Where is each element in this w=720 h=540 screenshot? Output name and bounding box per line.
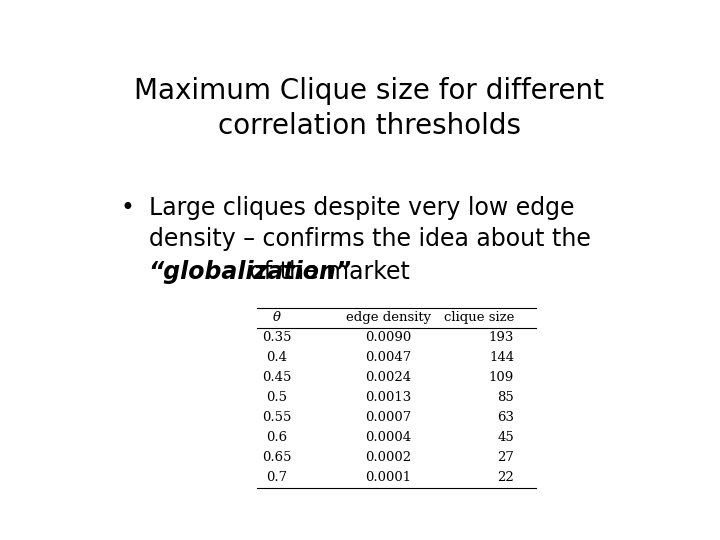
- Text: 85: 85: [498, 392, 514, 404]
- Text: 27: 27: [498, 451, 514, 464]
- Text: 0.0047: 0.0047: [366, 352, 412, 365]
- Text: 0.0007: 0.0007: [366, 411, 412, 424]
- Text: 0.55: 0.55: [262, 411, 292, 424]
- Text: 0.0024: 0.0024: [366, 372, 412, 384]
- Text: Maximum Clique size for different
correlation thresholds: Maximum Clique size for different correl…: [134, 77, 604, 140]
- Text: clique size: clique size: [444, 310, 514, 323]
- Text: “globalization”: “globalization”: [148, 260, 351, 284]
- Text: edge density: edge density: [346, 310, 431, 323]
- Text: 109: 109: [489, 372, 514, 384]
- Text: of the market: of the market: [243, 260, 410, 284]
- Text: 144: 144: [489, 352, 514, 365]
- Text: 45: 45: [498, 431, 514, 444]
- Text: 0.5: 0.5: [266, 392, 287, 404]
- Text: 0.7: 0.7: [266, 471, 287, 484]
- Text: 0.0004: 0.0004: [366, 431, 412, 444]
- Text: 193: 193: [489, 332, 514, 345]
- Text: 22: 22: [498, 471, 514, 484]
- Text: 0.6: 0.6: [266, 431, 287, 444]
- Text: 63: 63: [497, 411, 514, 424]
- Text: 0.0090: 0.0090: [366, 332, 412, 345]
- Text: 0.0002: 0.0002: [366, 451, 412, 464]
- Text: 0.65: 0.65: [262, 451, 292, 464]
- Text: 0.0001: 0.0001: [366, 471, 412, 484]
- Text: θ: θ: [273, 310, 281, 323]
- Text: •: •: [121, 196, 135, 220]
- Text: 0.0013: 0.0013: [366, 392, 412, 404]
- Text: Large cliques despite very low edge
density – confirms the idea about the: Large cliques despite very low edge dens…: [148, 196, 590, 252]
- Text: 0.4: 0.4: [266, 352, 287, 365]
- Text: 0.45: 0.45: [262, 372, 292, 384]
- Text: 0.35: 0.35: [262, 332, 292, 345]
